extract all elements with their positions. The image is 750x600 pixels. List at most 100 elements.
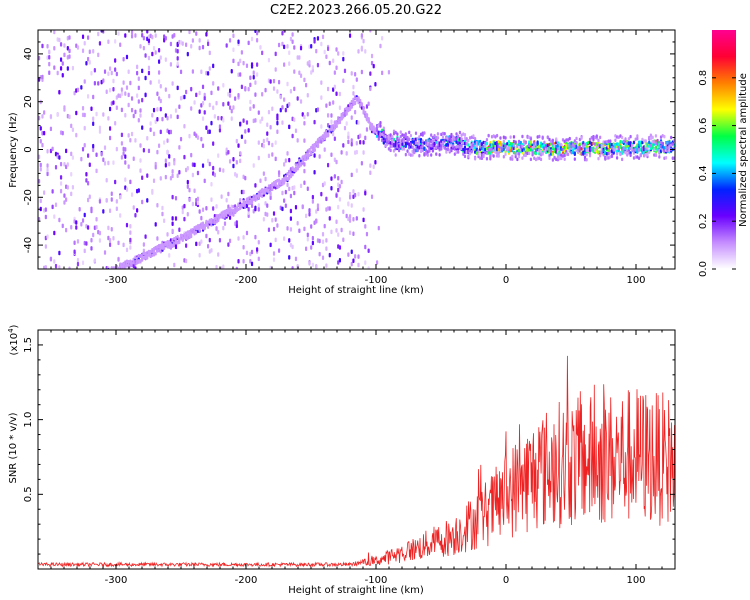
spectrogram-signal-cell [419,140,423,144]
spectrogram-signal-cell [90,276,92,280]
spectrogram-halo-cell [401,139,404,143]
spectrogram-signal-cell [174,236,178,240]
spectrogram-cell [310,224,313,229]
spectrogram-cell [299,73,303,78]
spectrogram-cell [58,265,61,269]
spectrogram-cell [352,84,355,90]
spectrogram-cell [164,174,167,180]
spectrogram-cell [115,146,118,152]
spectrogram-signal-cell [92,275,94,279]
spectrogram-signal-cell [80,284,82,288]
spectrogram-signal-cell [139,254,142,258]
spectrogram-halo-cell [572,143,575,147]
spectrogram-cell [321,34,325,40]
spectrogram-halo-cell [565,152,568,156]
spectrogram-signal-cell [210,221,213,225]
spectrogram-halo-cell [639,153,642,158]
spectrogram-signal-cell [67,284,69,288]
spectrogram-halo-cell [414,140,418,145]
spectrogram-cell [173,32,176,38]
spectrogram-signal-cell [448,137,451,142]
spectrogram-cell [347,131,350,136]
spectrogram-cell [335,159,338,165]
spectrogram-cell [119,42,122,47]
spectrogram-signal-cell [164,241,167,245]
spectrogram-signal-cell [627,146,631,151]
spectrogram-cell [200,136,203,142]
spectrogram-cell [254,80,257,85]
spectrogram-signal-cell [421,139,424,143]
spectrogram-cell [350,261,353,267]
spectrogram-signal-cell [585,141,588,146]
spectrogram-signal-cell [97,273,99,277]
snr-x-tick-label: -100 [365,575,388,586]
spectrogram-halo-cell [551,138,554,143]
spectrogram-signal-cell [558,145,561,150]
spectrogram-cell [360,33,363,38]
spectrogram-halo-cell [441,135,445,140]
spectrogram-cell [76,87,80,93]
spectrogram-cell [171,216,174,221]
spectrogram-cell [48,49,51,55]
spectrogram-cell [350,71,353,76]
spectrogram-cell [87,153,90,158]
spectrogram-signal-cell [654,150,658,154]
spectrogram-cell [54,164,58,170]
spectrogram-cell [201,44,205,50]
spectrogram-cell [212,81,215,86]
spectrogram-signal-cell [556,141,560,145]
spectrogram-cell [81,112,85,118]
spectrogram-signal-cell [62,289,64,293]
spectrogram-signal-cell [94,273,96,277]
spectrogram-halo-cell [529,137,532,141]
colorbar-tick-label: 0.0 [698,261,709,277]
spectrogram-cell [129,245,132,250]
spectrogram-cell [122,80,125,85]
spectrogram-halo-cell [497,151,500,155]
spectrogram-signal-cell [62,290,64,294]
spectrogram-halo-cell [408,130,411,135]
spectrogram-halo-cell [592,135,595,139]
spectrogram-signal-cell [441,140,445,145]
spectrogram-cell [311,65,314,70]
spectrogram-cell [315,209,318,214]
spectrogram-signal-cell [664,140,668,145]
spectrogram-cell [235,223,238,229]
spectrogram-signal-cell [195,226,198,230]
spectrogram-cell [321,255,325,260]
spectrogram-signal-cell [365,117,369,121]
spectrogram-cell [289,208,293,214]
spectrogram-signal-cell [656,148,659,152]
spectrogram-halo-cell [663,156,666,161]
spectrogram-signal-cell [408,142,411,147]
spectrogram-cell [333,84,336,90]
spectrogram-halo-cell [431,139,434,144]
spectrogram-signal-cell [146,256,149,260]
spectrogram-signal-cell [279,180,282,185]
spectrogram-cell [284,158,287,163]
spectrogram-signal-cell [154,252,157,256]
spectrogram-signal-cell [604,146,607,151]
spectrogram-halo-cell [619,134,622,138]
spectrogram-signal-cell [286,177,289,181]
spectrogram-halo-cell [651,139,654,144]
spectrogram-halo-cell [528,143,531,148]
spectrogram-halo-cell [548,153,551,158]
spectrogram-signal-cell [43,294,45,298]
spectrogram-signal-cell [144,255,147,260]
spectrogram-halo-cell [561,138,565,142]
spectrogram-cell [354,109,357,115]
spectrogram-cell [315,48,318,54]
spectrogram-halo-cell [663,149,666,153]
spectrogram-signal-cell [58,289,60,293]
spectrogram-cell [83,248,86,254]
spectrogram-signal-cell [82,280,84,284]
spectrogram-cell [208,50,211,56]
spectrogram-signal-cell [57,286,59,290]
spectrogram-cell [93,258,96,263]
spectrogram-cell [83,212,86,218]
spectrogram-cell [127,92,130,98]
spectrogram-halo-cell [502,135,505,140]
spectrogram-signal-cell [79,284,81,288]
spectrogram-cell [370,60,374,66]
